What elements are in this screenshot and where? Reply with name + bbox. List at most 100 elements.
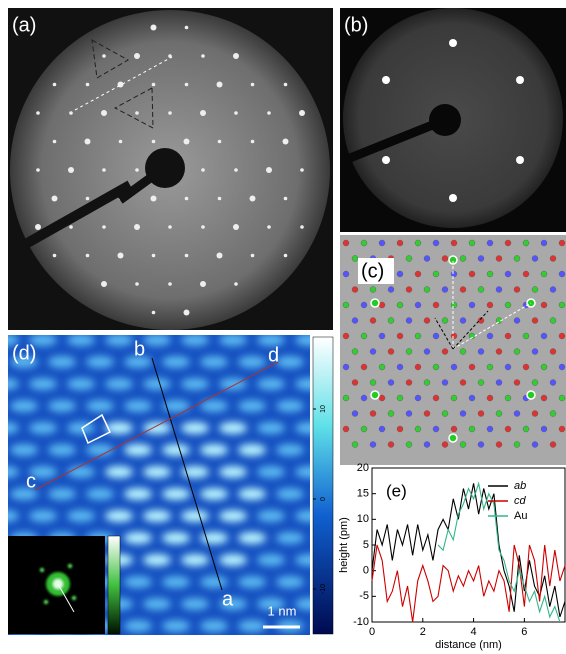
lattice-dot (451, 333, 457, 339)
lattice-dot (532, 349, 538, 355)
lattice-dot (532, 256, 538, 262)
lattice-dot (397, 426, 403, 432)
spot (134, 53, 140, 59)
lattice-dot (541, 240, 547, 246)
lattice-dot (388, 349, 394, 355)
lattice-dot (424, 287, 430, 293)
spot (284, 197, 288, 201)
lattice-dot (541, 395, 547, 401)
lattice-dot (505, 364, 511, 370)
lattice-dot (532, 380, 538, 386)
stm-feature (257, 554, 285, 566)
spot (134, 224, 140, 230)
spot (233, 53, 239, 59)
lattice-dot (559, 395, 565, 401)
lattice-dot (550, 411, 556, 417)
spot (151, 25, 157, 31)
lattice-dot (442, 287, 448, 293)
spot (382, 156, 390, 164)
lattice-dot (388, 318, 394, 324)
lattice-dot (451, 271, 457, 277)
lattice-dot (451, 240, 457, 246)
stm-feature (48, 444, 76, 456)
lattice-dot (442, 411, 448, 417)
stm-feature (124, 444, 152, 456)
stm-feature (86, 356, 114, 368)
lattice-dot (469, 240, 475, 246)
lattice-dot (370, 411, 376, 417)
x-tick-label: 0 (369, 626, 375, 638)
lattice-dot (343, 240, 349, 246)
lattice-dot (442, 442, 448, 448)
y-tick-label: 20 (357, 462, 369, 474)
lattice-dot (550, 318, 556, 324)
stm-feature (48, 356, 76, 368)
lattice-dot (424, 318, 430, 324)
lattice-dot (514, 287, 520, 293)
stm-feature (276, 444, 304, 456)
stm-feature (276, 356, 304, 368)
stm-feature (10, 400, 38, 412)
lattice-dot (406, 411, 412, 417)
lattice-dot (469, 271, 475, 277)
stm-feature (86, 444, 114, 456)
lattice-dot (451, 302, 457, 308)
lattice-dot (523, 364, 529, 370)
lattice-dot (487, 240, 493, 246)
lattice-dot (379, 333, 385, 339)
lattice-dot (415, 364, 421, 370)
lattice-dot (397, 302, 403, 308)
lattice-dot (415, 395, 421, 401)
spot (284, 83, 288, 87)
panel-label: (b) (344, 14, 368, 36)
legend-label: ab (514, 480, 526, 492)
spot (218, 197, 222, 201)
spot (36, 111, 40, 115)
stm-feature (105, 510, 133, 522)
spot (69, 225, 73, 229)
lattice-dot (505, 302, 511, 308)
lattice-dot (523, 240, 529, 246)
x-tick-label: 4 (471, 626, 477, 638)
stm-feature (200, 620, 228, 632)
x-axis-label: distance (nm) (435, 639, 502, 651)
stm-feature (257, 378, 285, 390)
stm-feature (29, 378, 57, 390)
lattice-dot (460, 256, 466, 262)
spot (86, 197, 90, 201)
stm-feature (105, 466, 133, 478)
stm-feature (10, 444, 38, 456)
spot (86, 83, 90, 87)
point-label: a (222, 588, 234, 610)
lattice-dot (442, 256, 448, 262)
spot (135, 168, 139, 172)
lattice-dot (352, 256, 358, 262)
lattice-dot (415, 271, 421, 277)
spot (184, 310, 190, 316)
lattice-dot (451, 364, 457, 370)
lattice-dot (361, 364, 367, 370)
spot (250, 196, 256, 202)
reciprocal-spot (371, 299, 379, 307)
stm-feature (276, 400, 304, 412)
spot (267, 111, 271, 115)
lattice-dot (496, 349, 502, 355)
spot (102, 225, 106, 229)
lattice-dot (514, 380, 520, 386)
lattice-dot (361, 426, 367, 432)
stm-feature (219, 466, 247, 478)
lattice-dot (541, 333, 547, 339)
lattice-dot (541, 364, 547, 370)
lattice-dot (361, 240, 367, 246)
stm-feature (124, 620, 152, 632)
spot (69, 111, 73, 115)
stm-feature (48, 488, 76, 500)
lattice-dot (478, 349, 484, 355)
lattice-dot (460, 349, 466, 355)
panel-label: (e) (386, 481, 407, 500)
lattice-dot (559, 271, 565, 277)
lattice-dot (559, 302, 565, 308)
panel-label: (c) (361, 260, 384, 282)
lattice-dot (532, 287, 538, 293)
stm-feature (181, 334, 209, 346)
